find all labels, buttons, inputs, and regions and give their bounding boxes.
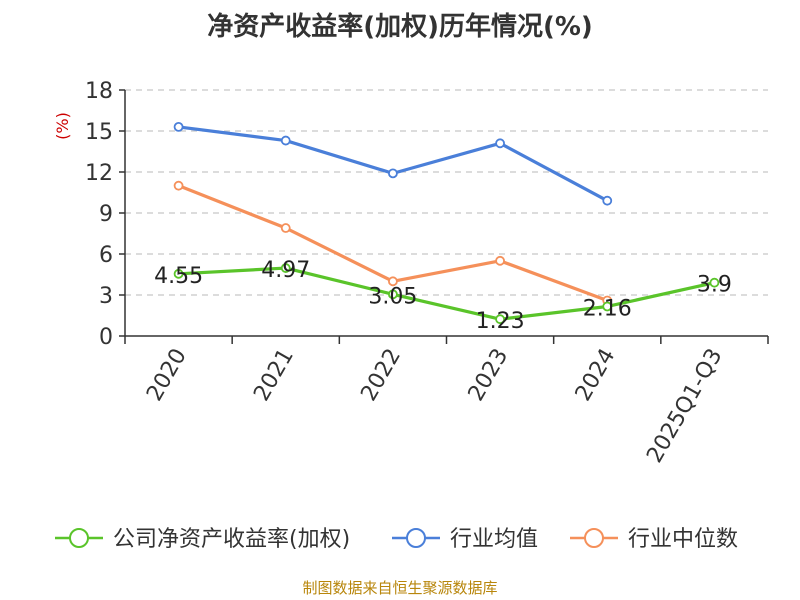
chart-title: 净资产收益率(加权)历年情况(%) xyxy=(207,12,593,42)
data-point xyxy=(280,135,291,146)
legend-swatch-marker xyxy=(69,528,89,548)
series-lines xyxy=(173,122,720,325)
x-tick-label: 2024 xyxy=(571,345,621,406)
legend-label: 行业中位数 xyxy=(628,527,738,552)
data-point xyxy=(495,314,505,325)
legend-swatch-marker xyxy=(584,528,604,548)
x-tick-label: 2023 xyxy=(464,345,514,406)
data-label: 1.23 xyxy=(476,309,525,334)
data-label: 3.9 xyxy=(697,273,732,298)
x-tick-label: 2025Q1-Q3 xyxy=(642,345,727,468)
data-point xyxy=(602,301,613,312)
legend-label: 公司净资产收益率(加权) xyxy=(113,527,350,552)
data-labels: 4.55 4.97 3.05 1.23 2.16 3.9 xyxy=(154,258,732,334)
data-point xyxy=(388,168,398,179)
data-point xyxy=(280,223,291,233)
x-tick-label: 2021 xyxy=(249,345,299,406)
y-tick-label: 0 xyxy=(99,325,113,350)
x-tick-label: 2022 xyxy=(356,345,406,406)
data-label: 4.55 xyxy=(154,264,203,289)
y-tick-label: 6 xyxy=(99,243,113,268)
data-point xyxy=(388,289,398,300)
source-note: 制图数据来自恒生聚源数据库 xyxy=(302,579,498,597)
data-point xyxy=(388,276,398,287)
data-label: 4.97 xyxy=(261,258,310,283)
data-point xyxy=(495,138,505,149)
data-point xyxy=(173,122,184,132)
legend-swatch-marker xyxy=(406,528,426,548)
data-label: 3.05 xyxy=(368,284,417,309)
y-axis-label: (%) xyxy=(53,112,72,140)
x-tick-label: 2020 xyxy=(142,345,192,406)
legend: 公司净资产收益率(加权) 行业均值 行业中位数 xyxy=(55,527,738,552)
data-point xyxy=(173,180,184,191)
y-tick-label: 12 xyxy=(85,161,113,186)
y-tick-label: 3 xyxy=(99,284,113,309)
y-tick-label: 18 xyxy=(85,79,113,104)
grid-lines xyxy=(125,89,768,296)
series-line xyxy=(178,125,609,203)
data-label: 2.16 xyxy=(583,296,632,321)
legend-label: 行业均值 xyxy=(450,527,538,552)
data-point xyxy=(602,195,613,206)
series-line xyxy=(178,266,715,321)
data-point xyxy=(280,263,291,273)
data-point xyxy=(173,268,184,279)
data-point xyxy=(709,277,720,288)
y-tick-label: 9 xyxy=(99,202,113,227)
y-tick-label: 15 xyxy=(85,120,113,145)
data-point xyxy=(495,255,505,266)
